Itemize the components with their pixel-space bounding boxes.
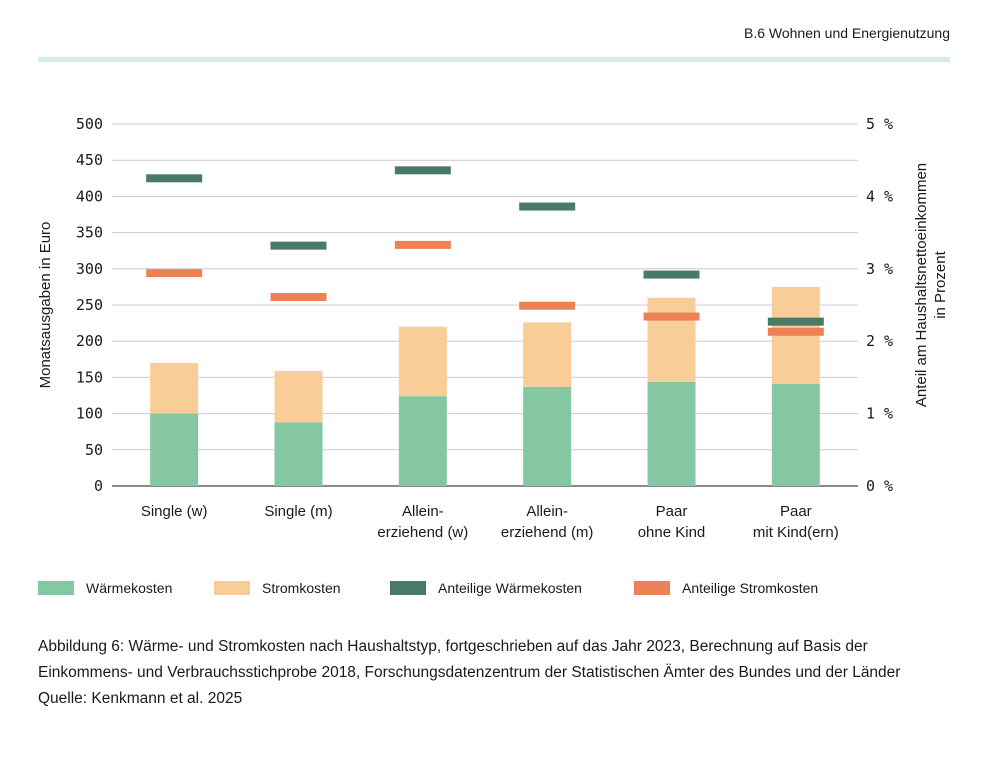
marker-anteilige-waermekosten [146, 174, 203, 183]
marker-anteilige-stromkosten [394, 240, 451, 249]
bar-stromkosten [150, 362, 199, 414]
legend-label-stromkosten: Stromkosten [262, 580, 341, 596]
bar-waermekosten [523, 386, 572, 486]
marker-anteilige-waermekosten [394, 166, 451, 175]
legend-item-anteilige-waermekosten: Anteilige Wärmekosten [390, 580, 582, 596]
marker-anteilige-stromkosten [767, 327, 824, 336]
y-tick-label-right: 4 % [866, 187, 893, 205]
legend-label-waermekosten: Wärmekosten [86, 580, 173, 596]
y-tick-label-left: 50 [85, 441, 103, 459]
category-label: Allein- [402, 503, 444, 520]
marker-anteilige-stromkosten [270, 293, 327, 302]
bar-stromkosten [398, 326, 447, 397]
y-tick-label-left: 450 [76, 151, 103, 169]
category-label: erziehend (w) [377, 524, 468, 541]
category-label: ohne Kind [638, 524, 706, 541]
bar-waermekosten [398, 396, 447, 486]
legend-swatch-waermekosten [38, 581, 74, 595]
category-label: Paar [780, 503, 812, 520]
y-tick-label-left: 350 [76, 224, 103, 242]
category-label: erziehend (m) [501, 524, 594, 541]
legend: Wärmekosten Stromkosten Anteilige Wärmek… [38, 580, 950, 600]
y-tick-label-left: 100 [76, 405, 103, 423]
legend-item-stromkosten: Stromkosten [214, 580, 341, 596]
bar-waermekosten [771, 383, 820, 486]
y-tick-label-left: 0 [94, 477, 103, 495]
legend-item-waermekosten: Wärmekosten [38, 580, 172, 596]
marker-anteilige-waermekosten [643, 270, 700, 279]
bar-waermekosten [647, 381, 696, 486]
marker-anteilige-stromkosten [519, 301, 576, 310]
y-tick-label-left: 400 [76, 187, 103, 205]
y-tick-label-right: 2 % [866, 332, 893, 350]
bar-stromkosten [523, 322, 572, 387]
y-tick-label-right: 0 % [866, 477, 893, 495]
y-axis-title-right: Anteil am Haushaltsnettoeinkommen [913, 163, 930, 407]
y-axis-title-right: in Prozent [932, 250, 949, 318]
category-label: Allein- [526, 503, 568, 520]
y-tick-label-left: 150 [76, 368, 103, 386]
caption-source: Quelle: Kenkmann et al. 2025 [38, 690, 243, 707]
caption-text: Abbildung 6: Wärme- und Stromkosten nach… [38, 638, 901, 681]
y-tick-label-right: 5 % [866, 115, 893, 133]
legend-swatch-anteilige-stromkosten [634, 581, 670, 595]
marker-anteilige-waermekosten [767, 317, 824, 326]
legend-label-anteilige-stromkosten: Anteilige Stromkosten [682, 580, 819, 596]
y-tick-label-right: 3 % [866, 260, 893, 278]
legend-swatch-anteilige-waermekosten [390, 581, 426, 595]
legend-swatch-stromkosten [214, 581, 250, 595]
y-axis-title-left: Monatsausgaben in Euro [37, 222, 54, 389]
category-label: Single (m) [264, 503, 332, 520]
chart: 0 50 100 150 200 250 300 350 400 450 500 0 % 1 % 2 % 3… [37, 115, 949, 541]
y-tick-label-left: 300 [76, 260, 103, 278]
category-label: mit Kind(ern) [753, 524, 839, 541]
section-label: B.6 Wohnen und Energienutzung [743, 25, 950, 41]
marker-anteilige-waermekosten [519, 202, 576, 211]
y-tick-label-left: 250 [76, 296, 103, 314]
marker-anteilige-waermekosten [270, 241, 327, 250]
bar-waermekosten [150, 413, 199, 486]
legend-item-anteilige-stromkosten: Anteilige Stromkosten [634, 580, 818, 596]
bar-stromkosten [274, 370, 323, 423]
bar-waermekosten [274, 422, 323, 486]
figure-caption: Abbildung 6: Wärme- und Stromkosten nach… [38, 634, 938, 712]
category-label: Single (w) [141, 503, 208, 520]
y-tick-label-left: 500 [76, 115, 103, 133]
y-tick-label-left: 200 [76, 332, 103, 350]
legend-label-anteilige-waermekosten: Anteilige Wärmekosten [438, 580, 582, 596]
bar-stromkosten [647, 297, 696, 382]
category-label: Paar [656, 503, 688, 520]
marker-anteilige-stromkosten [643, 312, 700, 321]
marker-anteilige-stromkosten [146, 269, 203, 278]
y-tick-label-right: 1 % [866, 405, 893, 423]
header-divider [38, 57, 950, 62]
